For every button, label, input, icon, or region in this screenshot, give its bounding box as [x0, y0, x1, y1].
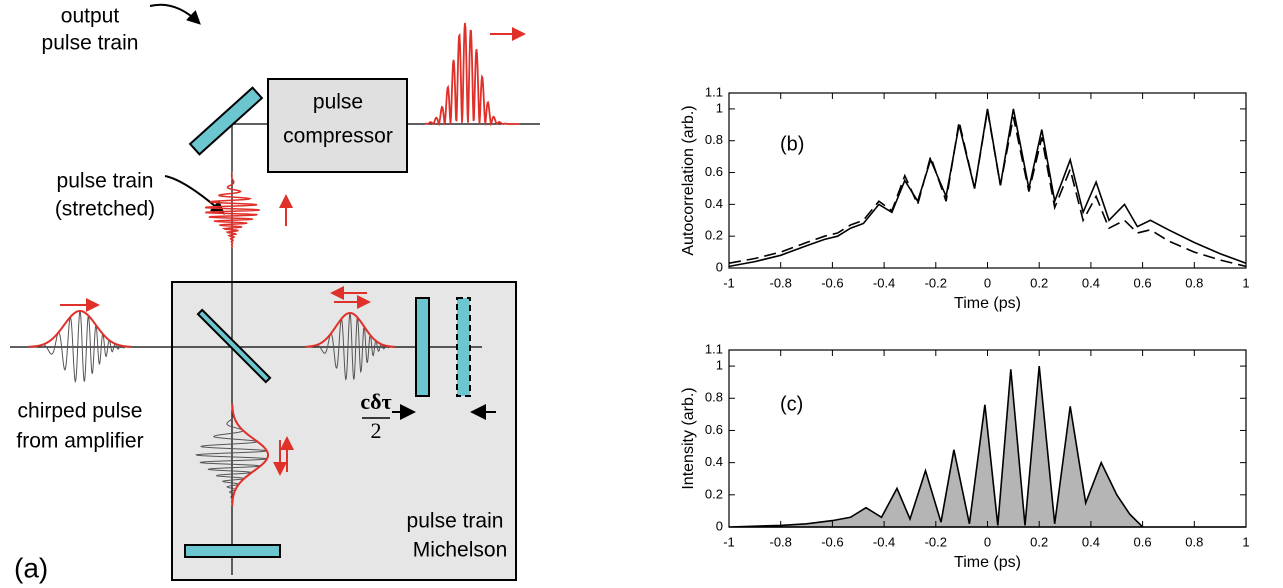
x-tick-label: 0.2: [1030, 275, 1048, 290]
x-tick-label: 1: [1242, 275, 1249, 290]
y-tick-label: 1.1: [705, 84, 723, 99]
x-tick-label: -0.2: [925, 534, 947, 549]
x-tick-label: 0.2: [1030, 534, 1048, 549]
label: compressor: [283, 125, 393, 148]
line: [728, 110, 1247, 268]
label: pulse train: [42, 32, 139, 55]
pointer: [149, 3, 201, 25]
x-tick-label: -0.4: [873, 534, 895, 549]
pulse-oscillation: [425, 22, 520, 127]
mirror: [184, 544, 281, 558]
diagram: output pulse train pulse compressor puls…: [10, 3, 540, 583]
beam-splitter: [196, 308, 272, 384]
label: from amplifier: [16, 430, 143, 453]
x-tick-label: -0.4: [873, 275, 895, 290]
x-tick-label: -0.2: [925, 275, 947, 290]
label: (stretched): [55, 198, 155, 221]
label: chirped pulse: [18, 400, 143, 423]
pulse-envelope: [28, 310, 131, 348]
y-tick-label: 0: [716, 259, 723, 274]
x-tick-label: 0: [984, 534, 991, 549]
y-tick-label: 1: [716, 100, 723, 115]
y-tick-label: 0.8: [705, 132, 723, 147]
y-tick-label: 0.6: [705, 422, 723, 437]
panel-label: (a): [14, 552, 48, 583]
area: [728, 366, 1246, 528]
compressor-box: [267, 78, 408, 173]
x-tick-label: -0.8: [769, 275, 791, 290]
x-tick-label: 0.6: [1134, 534, 1152, 549]
movable-mirror: [456, 297, 471, 397]
y-tick-label: 0.4: [705, 196, 723, 211]
y-tick-label: 1.1: [705, 341, 723, 356]
label: Michelson: [413, 539, 508, 562]
delay-numerator: cδτ: [360, 389, 391, 414]
pulse-oscillation: [204, 171, 260, 249]
x-tick-label: 0.4: [1082, 534, 1100, 549]
charts: -1 -0.8 -0.6 -0.4 -0.2 0 0.2 0.4 0.6 0.8 1 0 0.2 0.4 0…: [680, 84, 1249, 571]
x-tick-label: -1: [723, 275, 735, 290]
label: output: [61, 5, 120, 28]
x-tick-label: -0.6: [821, 275, 843, 290]
mirror: [415, 297, 430, 397]
y-tick-label: 0: [716, 518, 723, 533]
y-tick-label: 0.2: [705, 486, 723, 501]
pulses: [28, 22, 520, 506]
x-tick-label: -1: [723, 534, 735, 549]
x-tick-label: -0.8: [769, 534, 791, 549]
pulse-envelope: [231, 403, 269, 506]
x-tick-label: 0.6: [1134, 275, 1152, 290]
label: pulse train: [407, 510, 504, 533]
pulse-envelope: [305, 312, 395, 348]
y-axis-label: Autocorrelation (arb.): [680, 105, 697, 255]
delay-denominator: 2: [371, 418, 382, 443]
line: [728, 108, 1247, 268]
label: pulse train: [57, 170, 154, 193]
x-axis-label: Time (ps): [954, 295, 1021, 312]
y-tick-label: 0.6: [705, 164, 723, 179]
x-tick-label: 0.8: [1185, 534, 1203, 549]
y-tick-label: 1: [716, 358, 723, 373]
label: pulse: [313, 91, 363, 114]
y-tick-label: 0.4: [705, 454, 723, 469]
y-axis-label: Intensity (arb.): [680, 387, 697, 489]
x-tick-label: 0.8: [1185, 275, 1203, 290]
mirror: [188, 86, 264, 156]
x-tick-label: 0.4: [1082, 275, 1100, 290]
x-tick-label: -0.6: [821, 534, 843, 549]
y-tick-label: 0.2: [705, 228, 723, 243]
pulse-oscillation: [195, 403, 268, 506]
x-tick-label: 0: [984, 275, 991, 290]
y-tick-label: 0.8: [705, 390, 723, 405]
x-axis-label: Time (ps): [954, 554, 1021, 571]
annotation: (b): [780, 133, 804, 155]
annotation: (c): [780, 393, 803, 415]
x-tick-label: 1: [1242, 534, 1249, 549]
